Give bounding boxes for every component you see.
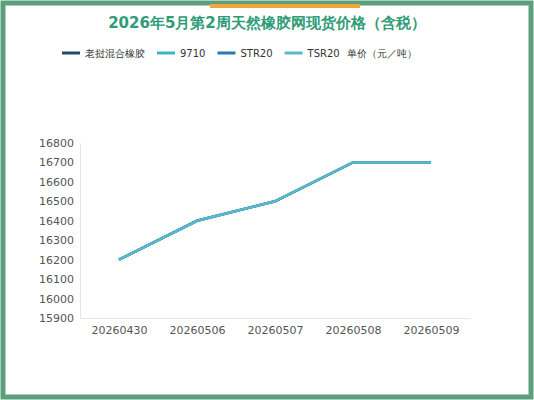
tick: 16300 [39,234,80,247]
legend-label: STR20 [240,48,272,59]
plot-area [119,162,431,259]
tick-label: 16000 [39,293,74,306]
tick-label: 15900 [39,312,74,325]
legend-label: 老挝混合橡胶 [85,48,145,59]
chart: 2026年5月第2周天然橡胶网现货价格（含税） 老挝混合橡胶 9710 STR20 TS… [0,0,534,400]
legend-swatch [157,52,175,55]
tick-label: 16300 [39,234,74,247]
decoration [210,4,360,8]
series-line [119,162,431,259]
legend-item: TSR20 [285,48,340,59]
legend-item: STR20 [217,48,272,59]
tick-label: 20260508 [326,324,382,337]
tick-label: 20260509 [404,324,460,337]
tick: 20260508 [326,318,382,337]
series-line [119,162,431,259]
legend-swatch [62,52,80,55]
tick: 16000 [39,293,80,306]
tick-label: 20260506 [170,324,226,337]
tick: 16100 [39,273,80,286]
axis-line [80,144,81,319]
tick: 16200 [39,254,80,267]
series-line [119,162,431,259]
tick-label: 16200 [39,254,74,267]
tick-label: 16500 [39,195,74,208]
tick-label: 20260507 [248,324,304,337]
tick: 20260507 [248,318,304,337]
tick: 20260509 [404,318,460,337]
tick: 16700 [39,156,80,169]
tick-label: 20260430 [92,324,148,337]
tick: 16400 [39,215,80,228]
legend-swatch [217,52,235,55]
tick: 16500 [39,195,80,208]
frame [3,3,531,397]
legend-swatch [285,52,303,55]
axis-title: 单价（元／吨） [347,48,417,59]
title: 2026年5月第2周天然橡胶网现货价格（含税） [108,14,426,32]
tick-label: 16700 [39,156,74,169]
legend-label: 9710 [180,48,205,59]
legend-item: 9710 [157,48,205,59]
tick-label: 16800 [39,137,74,150]
tick: 20260506 [170,318,226,337]
tick: 16800 [39,137,80,150]
tick: 16600 [39,176,80,189]
x-axis: 20260430 20260506 20260507 20260508 20260509 [81,318,471,337]
tick-label: 16100 [39,273,74,286]
tick-label: 16600 [39,176,74,189]
series-line [119,162,431,259]
legend: 老挝混合橡胶 9710 STR20 TSR20 [62,48,340,59]
axis-line [81,318,471,319]
y-axis: 15900 16000 16100 16200 16300 16400 16500 16600… [39,137,81,325]
tick: 20260430 [92,318,148,337]
tick: 15900 [39,312,80,325]
legend-label: TSR20 [307,48,340,59]
legend-item: 老挝混合橡胶 [62,48,145,59]
tick-label: 16400 [39,215,74,228]
